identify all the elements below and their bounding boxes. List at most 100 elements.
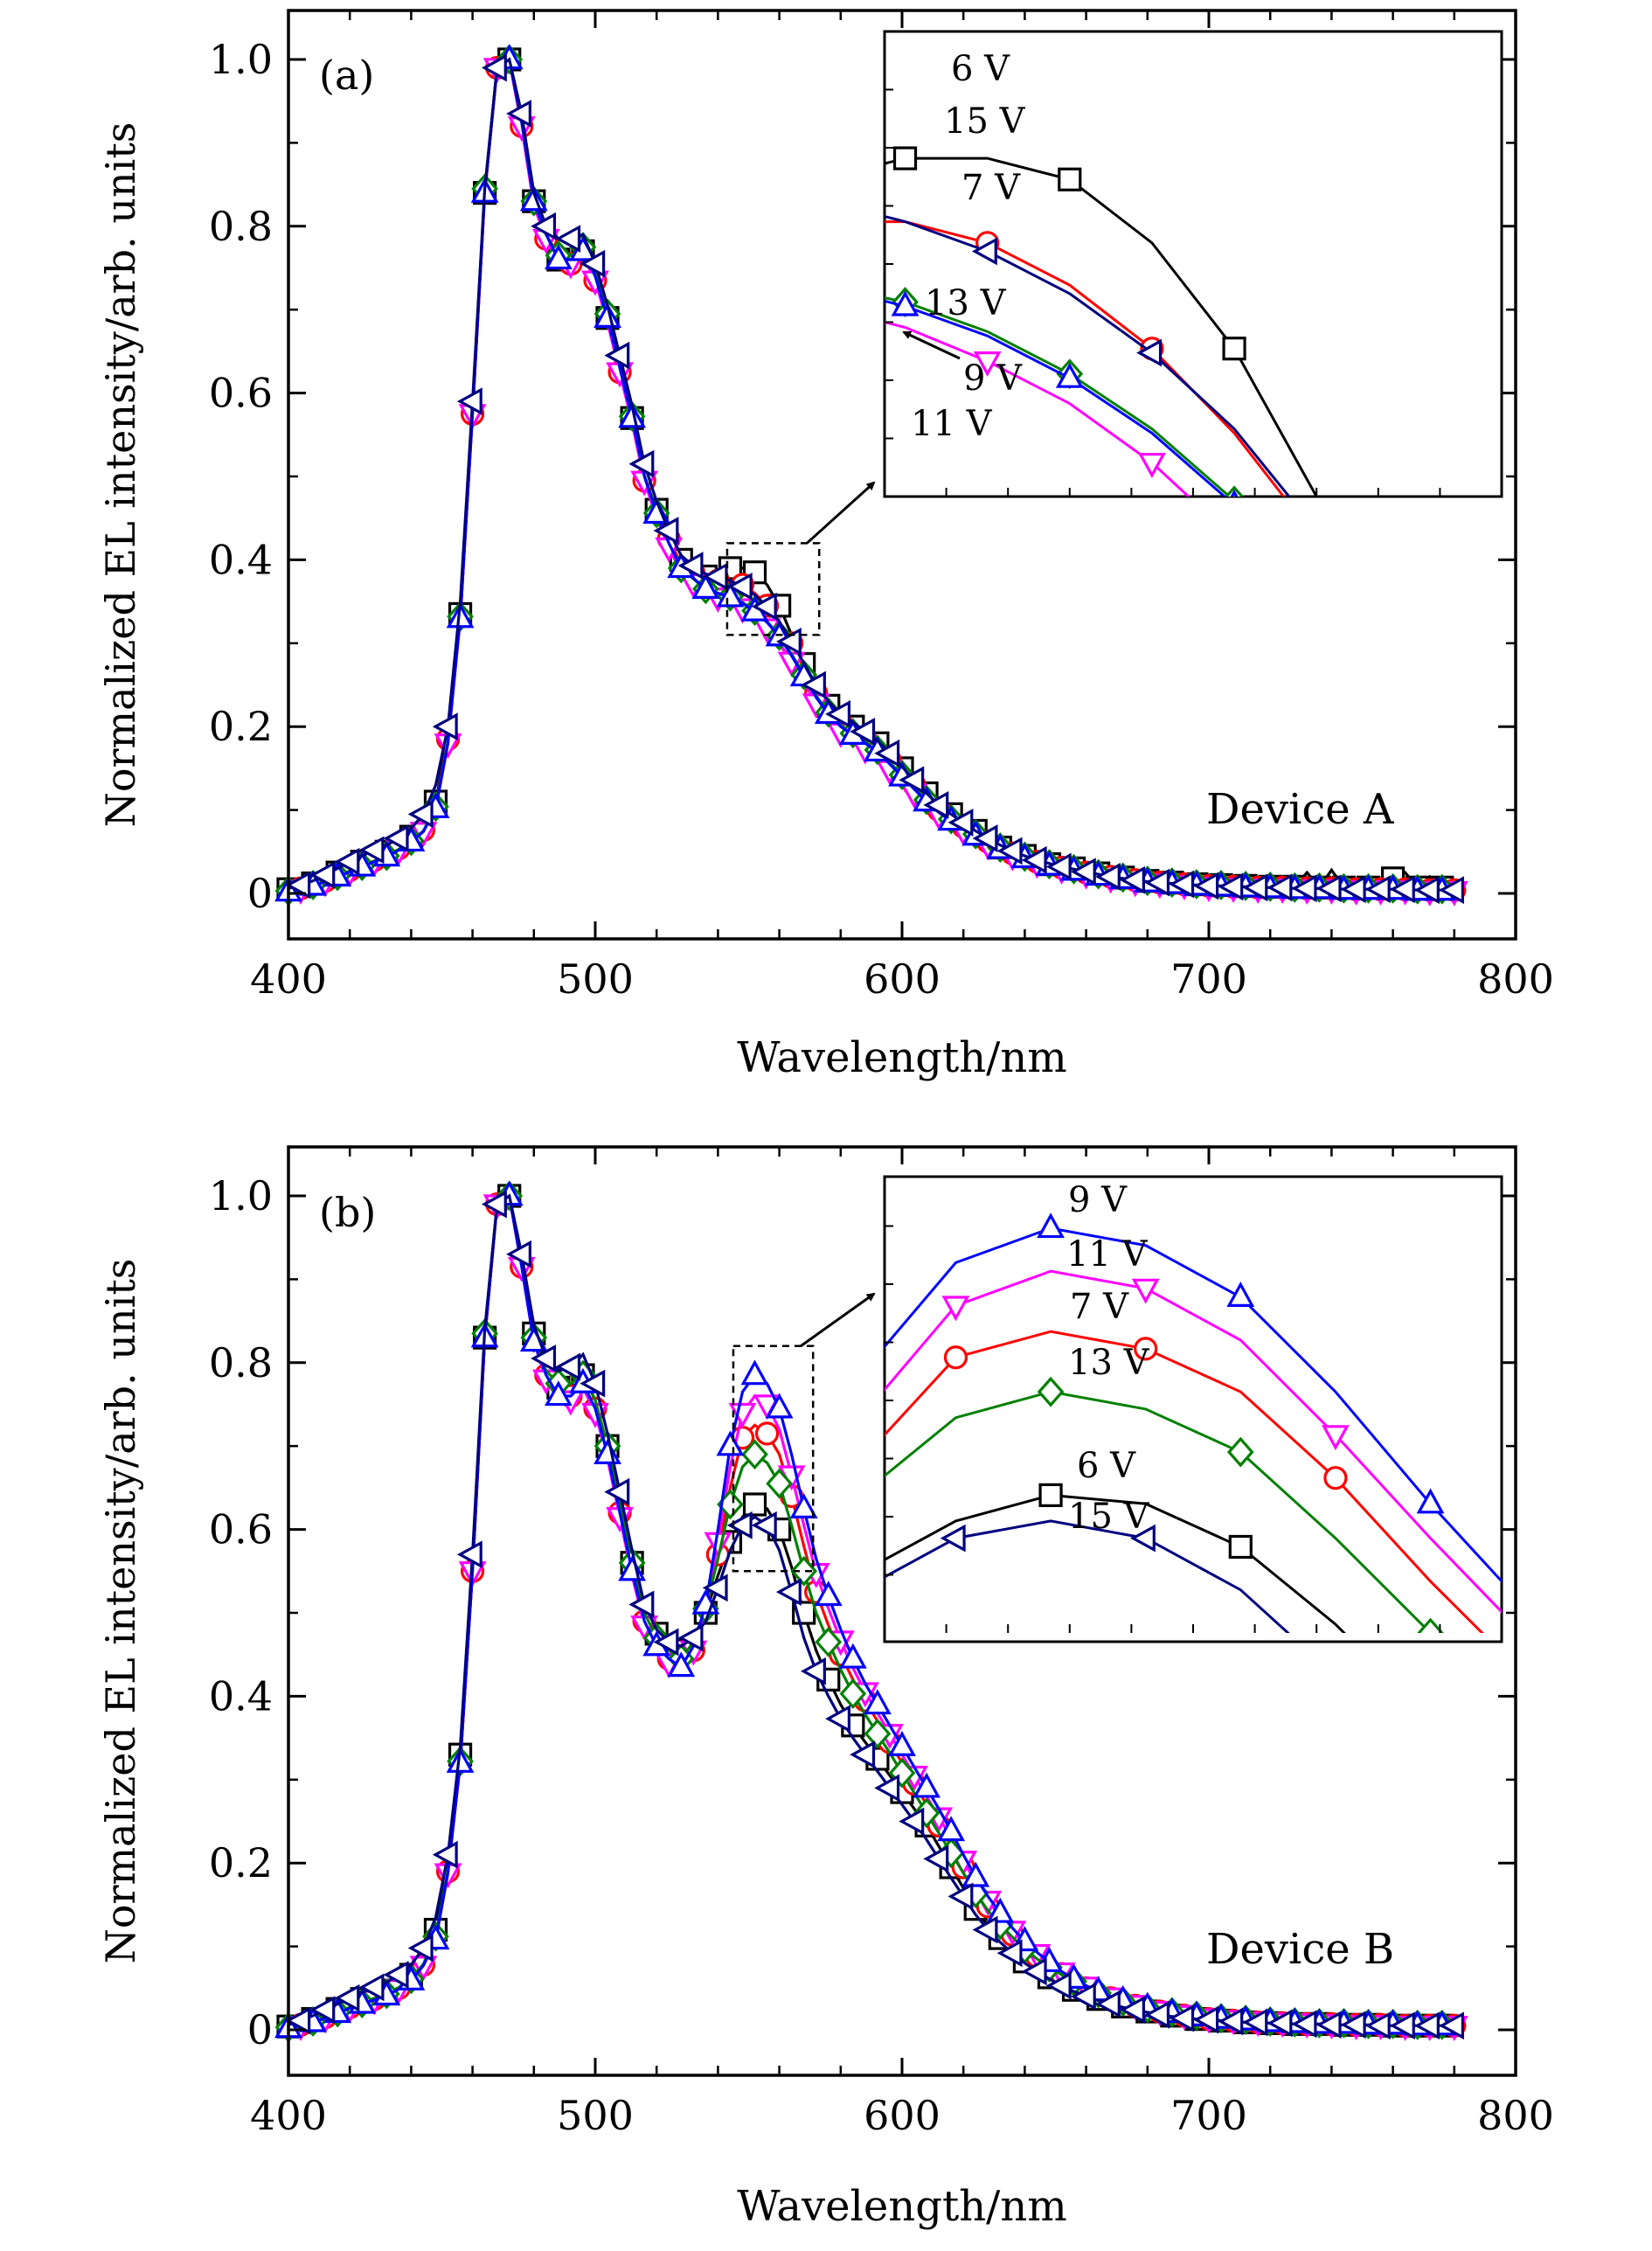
inset-series-line xyxy=(885,296,1232,497)
series-point xyxy=(726,573,753,601)
panel-b-inset-ticks xyxy=(885,1225,1441,1633)
series-point xyxy=(519,185,548,212)
y-tick-label: 0.8 xyxy=(209,203,273,250)
series-point xyxy=(716,1430,745,1456)
series-point xyxy=(754,1421,780,1446)
series-point xyxy=(531,1344,557,1372)
series-point xyxy=(996,837,1023,865)
series-point xyxy=(1413,2011,1440,2040)
series-point xyxy=(358,1973,385,2002)
series-point xyxy=(741,1439,768,1470)
inset-series-11v xyxy=(885,1269,1502,1614)
inset-series-line xyxy=(885,215,1291,497)
inset-series-point xyxy=(1055,362,1084,388)
series-point xyxy=(1413,876,1440,905)
inset-series-point xyxy=(1058,167,1082,191)
panel-a-inset-ticks xyxy=(885,88,1441,497)
inset-series-9v xyxy=(885,290,1410,716)
series-point xyxy=(923,790,949,819)
series-point xyxy=(1045,852,1072,881)
inset-series-point xyxy=(1416,1488,1445,1514)
series-point xyxy=(899,766,925,795)
panel-a-inset-label-9v: 9 V xyxy=(963,358,1023,399)
panel-b-zoom-arrow xyxy=(800,1292,876,1347)
panel-a-label: (a) xyxy=(319,52,374,99)
series-point xyxy=(667,1651,696,1678)
series-point xyxy=(1021,1957,1047,1986)
series-point xyxy=(1340,2011,1366,2039)
series-point xyxy=(531,212,557,240)
series-point xyxy=(864,1689,892,1715)
series-point xyxy=(961,1861,990,1887)
series-point xyxy=(850,718,876,746)
series-point xyxy=(653,517,679,545)
series-point xyxy=(765,1393,794,1419)
panel-a-plot-frame xyxy=(287,9,1517,941)
panel-a-inset-label-7v: 7 V xyxy=(961,168,1021,208)
x-tick-label: 500 xyxy=(557,2092,634,2139)
panel-a-inset-label-6v: 6 V xyxy=(951,49,1010,89)
inset-series-13v xyxy=(885,1376,1444,1633)
series-point xyxy=(506,100,531,128)
inset-series-7v xyxy=(885,1330,1484,1633)
series-point xyxy=(1340,875,1366,904)
inset-series-point xyxy=(940,1524,966,1553)
panel-b-inset-label-9v: 9 V xyxy=(1068,1180,1128,1220)
panel-b-inset-label-15v: 15 V xyxy=(1068,1497,1150,1537)
inset-series-point xyxy=(1420,1709,1441,1730)
panel-b-series-group xyxy=(274,1180,1468,2043)
series-point xyxy=(1144,868,1170,897)
series-point xyxy=(334,1984,360,2012)
inset-series-9v xyxy=(885,1212,1502,1584)
series-point xyxy=(996,1939,1023,1968)
panel-b-axes: 400 500 600 700 800 0 0.2 0.4 0.6 0.8 1.0 xyxy=(209,1147,1554,2139)
series-point xyxy=(555,225,581,254)
panel-a-x-axis-title: Wavelength/nm xyxy=(737,1033,1067,1082)
inset-series-point xyxy=(1387,686,1410,712)
inset-series-point xyxy=(891,290,920,316)
series-point xyxy=(947,1882,974,1911)
panel-b: 400 500 600 700 800 0 0.2 0.4 0.6 0.8 1.0 (b) Devi… xyxy=(209,1145,1554,2139)
series-point xyxy=(874,739,900,768)
series-point xyxy=(1389,2011,1415,2040)
series-point xyxy=(838,1643,867,1669)
x-tick-label: 600 xyxy=(864,2092,941,2139)
series-point xyxy=(1242,2008,1268,2037)
series-point xyxy=(544,244,573,270)
series-point xyxy=(742,1492,767,1517)
series-point xyxy=(1218,2007,1244,2036)
inset-series-line xyxy=(885,1226,1502,1584)
y-tick-label: 0.6 xyxy=(209,370,273,417)
series-point xyxy=(1021,845,1047,874)
series-point xyxy=(1439,876,1465,905)
series-point xyxy=(815,1626,843,1657)
series-point xyxy=(792,1601,816,1625)
series-point xyxy=(446,1747,475,1773)
inset-series-line xyxy=(885,1269,1502,1614)
inset-series-point xyxy=(1387,695,1410,716)
inset-series-point xyxy=(1468,739,1489,761)
series-point xyxy=(850,1740,876,1769)
series-point xyxy=(751,1511,777,1539)
series-point xyxy=(874,1774,900,1803)
panel-a-inset-label-11v: 11 V xyxy=(911,404,993,444)
panel-b-y-axis-title: Normalized EL intensity/arb. units xyxy=(97,1259,144,1964)
inset-series-line xyxy=(885,1330,1484,1633)
inset-series-line xyxy=(885,1519,1290,1633)
series-point xyxy=(800,1657,826,1685)
panel-b-inset: 9 V 11 V 7 V 13 V 6 V 15 V xyxy=(883,1175,1503,1730)
panel-b-inset-label-6v: 6 V xyxy=(1077,1446,1136,1486)
panel-a-inset-frame xyxy=(883,30,1503,498)
inset-series-point xyxy=(1228,1534,1253,1560)
series-point xyxy=(800,670,826,699)
y-tick-label: 0.4 xyxy=(209,1672,273,1720)
series-point xyxy=(677,1623,704,1652)
series-point xyxy=(407,800,434,829)
inset-series-point xyxy=(1226,1282,1255,1307)
series-point xyxy=(677,552,704,580)
series-point xyxy=(864,1718,892,1749)
series-point xyxy=(1242,873,1268,902)
series-point xyxy=(1364,875,1391,904)
series-point xyxy=(726,1511,753,1539)
panel-a-zoom-box xyxy=(725,542,821,636)
